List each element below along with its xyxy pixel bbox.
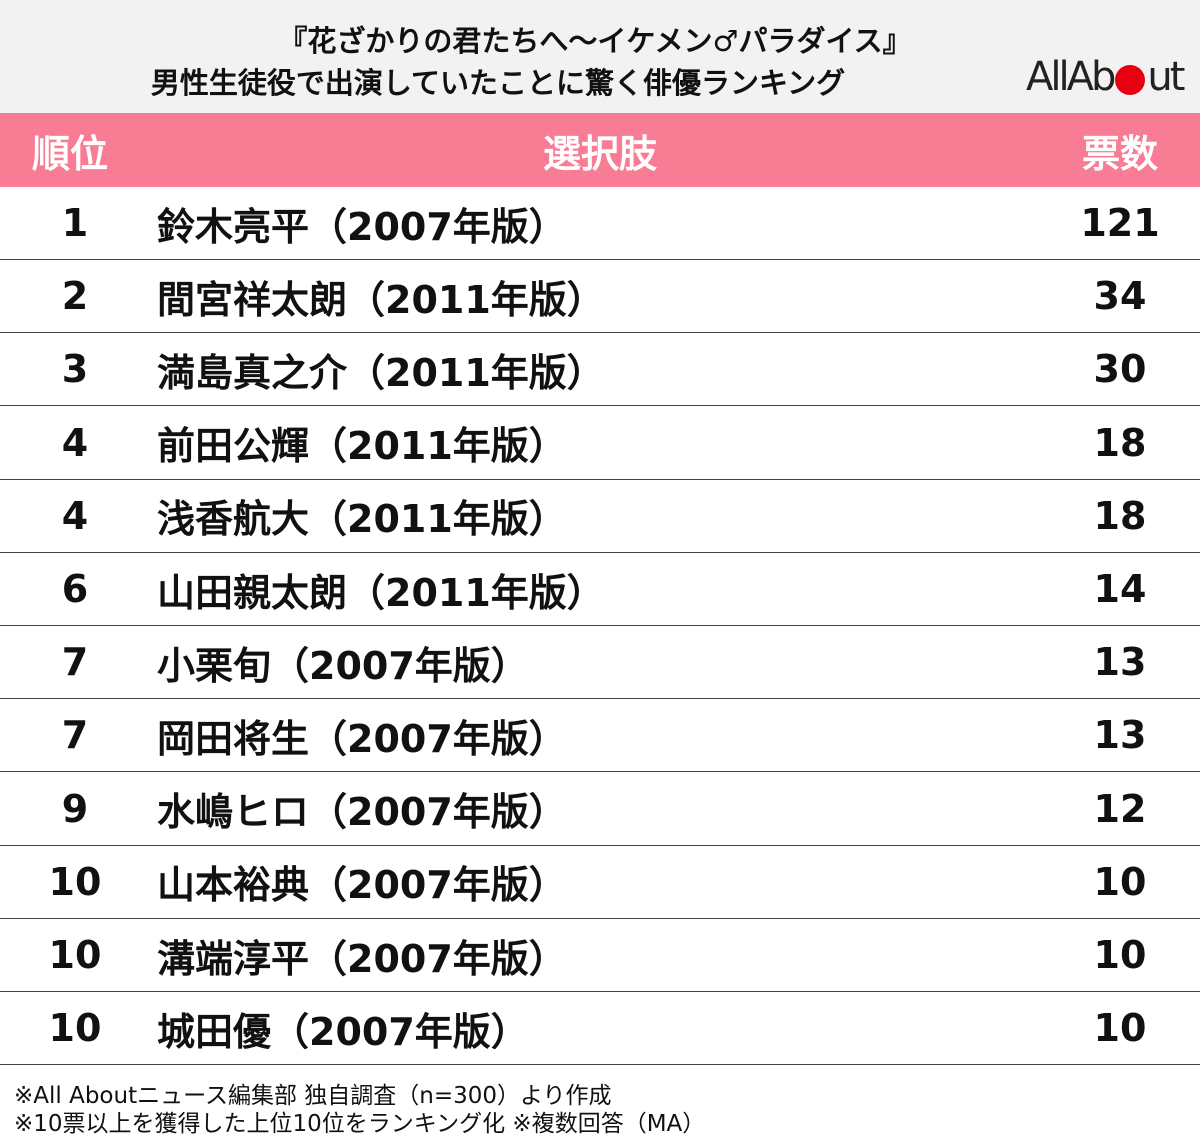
table-row: 2 間宮祥太朗（2011年版） 34 <box>0 260 1200 334</box>
table-row: 4 浅香航大（2011年版） 18 <box>0 480 1200 553</box>
votes-cell: 34 <box>1093 274 1147 319</box>
rank-cell: 4 <box>61 493 89 538</box>
votes-cell: 121 <box>1080 201 1160 245</box>
logo: AllAb ut <box>1026 54 1185 100</box>
logo-dot <box>1115 65 1146 95</box>
table-row: 10 溝端淳平（2007年版） 10 <box>0 919 1200 992</box>
rank-cell: 1 <box>61 201 89 245</box>
note: ※10票以上を獲得した上位10位をランキング化 ※複数回答（MA） <box>14 1111 706 1137</box>
name-cell: 前田公輝（2011年版） <box>157 424 567 469</box>
votes-cell: 30 <box>1093 347 1147 392</box>
table-row: 10 城田優（2007年版） 10 <box>0 992 1200 1066</box>
name-cell: 城田優（2007年版） <box>157 1009 529 1054</box>
rank-cell: 10 <box>48 933 102 977</box>
name-cell: 溝端淳平（2007年版） <box>157 936 567 981</box>
rank-cell: 7 <box>61 640 89 685</box>
rank-cell: 3 <box>61 347 89 392</box>
header-cell: 選択肢 <box>542 131 657 176</box>
note: ※All Aboutニュース編集部 独自調査（n=300）より作成 <box>14 1083 612 1109</box>
rank-cell: 2 <box>61 274 89 319</box>
name-cell: 岡田将生（2007年版） <box>157 716 567 761</box>
votes-cell: 18 <box>1093 493 1147 538</box>
votes-cell: 10 <box>1093 1006 1147 1051</box>
title-text: 男性生徒役で出演していたことに驚く俳優ランキング <box>150 66 846 100</box>
name-cell: 水嶋ヒロ（2007年版） <box>157 790 567 835</box>
rank-cell: 4 <box>61 420 89 465</box>
votes-cell: 13 <box>1093 713 1147 758</box>
name-cell: 間宮祥太朗（2011年版） <box>157 277 605 322</box>
rank-cell: 10 <box>48 1006 102 1051</box>
name-cell: 浅香航大（2011年版） <box>157 497 567 542</box>
votes-cell: 12 <box>1093 786 1147 831</box>
votes-cell: 10 <box>1093 933 1147 977</box>
logo-text: AllAb <box>1026 54 1116 100</box>
rank-cell: 9 <box>61 786 89 831</box>
name-cell: 山本裕典（2007年版） <box>157 863 567 908</box>
name-cell: 小栗旬（2007年版） <box>157 643 529 688</box>
title-line: 男性生徒役で出演していたことに驚く俳優ランキング <box>0 60 1190 102</box>
header-cell: 票数 <box>1081 131 1158 176</box>
name-cell: 山田親太朗（2011年版） <box>157 570 605 615</box>
name-cell: 満島真之介（2011年版） <box>157 350 605 395</box>
rank-cell: 10 <box>48 859 102 904</box>
table-row: 9 水嶋ヒロ（2007年版） 12 <box>0 773 1200 846</box>
table-header: 順位 選択肢 票数 <box>0 113 1200 187</box>
table-row: 7 小栗旬（2007年版） 13 <box>0 626 1200 700</box>
header-cell: 順位 <box>32 131 109 176</box>
title-area: 『花ざかりの君たちへ〜イケメン♂パラダイス』 男性生徒役で出演していたことに驚く… <box>0 0 1200 113</box>
rank-cell: 6 <box>61 567 89 611</box>
table-row: 1 鈴木亮平（2007年版） 121 <box>0 187 1200 260</box>
rank-cell: 7 <box>61 713 89 758</box>
title-line: 『花ざかりの君たちへ〜イケメン♂パラダイス』 <box>278 24 912 58</box>
table-row: 3 満島真之介（2011年版） 30 <box>0 333 1200 407</box>
votes-cell: 10 <box>1093 859 1147 904</box>
table-row: 10 山本裕典（2007年版） 10 <box>0 846 1200 919</box>
votes-cell: 18 <box>1093 420 1147 465</box>
table-row: 6 山田親太朗（2011年版） 14 <box>0 553 1200 626</box>
table-row: 7 岡田将生（2007年版） 13 <box>0 699 1200 773</box>
logo-text: ut <box>1147 54 1185 100</box>
votes-cell: 14 <box>1093 567 1147 611</box>
table-row: 4 前田公輝（2011年版） 18 <box>0 407 1200 480</box>
name-cell: 鈴木亮平（2007年版） <box>157 204 567 249</box>
votes-cell: 13 <box>1093 640 1147 685</box>
